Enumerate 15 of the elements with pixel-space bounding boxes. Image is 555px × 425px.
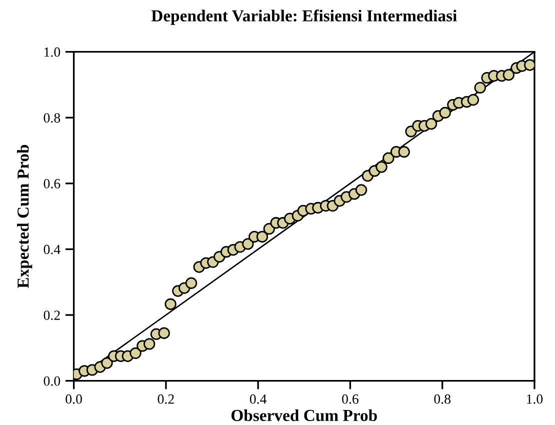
x-tick-label: 0.2 [158, 394, 174, 404]
y-tick-label: 0.0 [44, 376, 60, 386]
chart-title: Dependent Variable: Efisiensi Intermediasi [151, 10, 457, 25]
y-tick-label: 0.8 [44, 113, 60, 123]
x-tick-label: 0.6 [342, 394, 358, 404]
x-tick-label: 0.4 [250, 394, 267, 404]
x-tick-label: 0.8 [434, 394, 450, 404]
y-tick-label: 1.0 [44, 47, 60, 57]
x-tick-label: 1.0 [527, 394, 543, 404]
x-tick-label: 0.0 [66, 394, 82, 404]
y-axis-title: Expected Cum Prob [17, 144, 32, 288]
y-tick-label: 0.4 [44, 244, 60, 254]
y-tick-label: 0.2 [44, 310, 60, 320]
y-tick-label: 0.6 [44, 179, 60, 188]
x-axis-title: Observed Cum Prob [231, 409, 377, 422]
